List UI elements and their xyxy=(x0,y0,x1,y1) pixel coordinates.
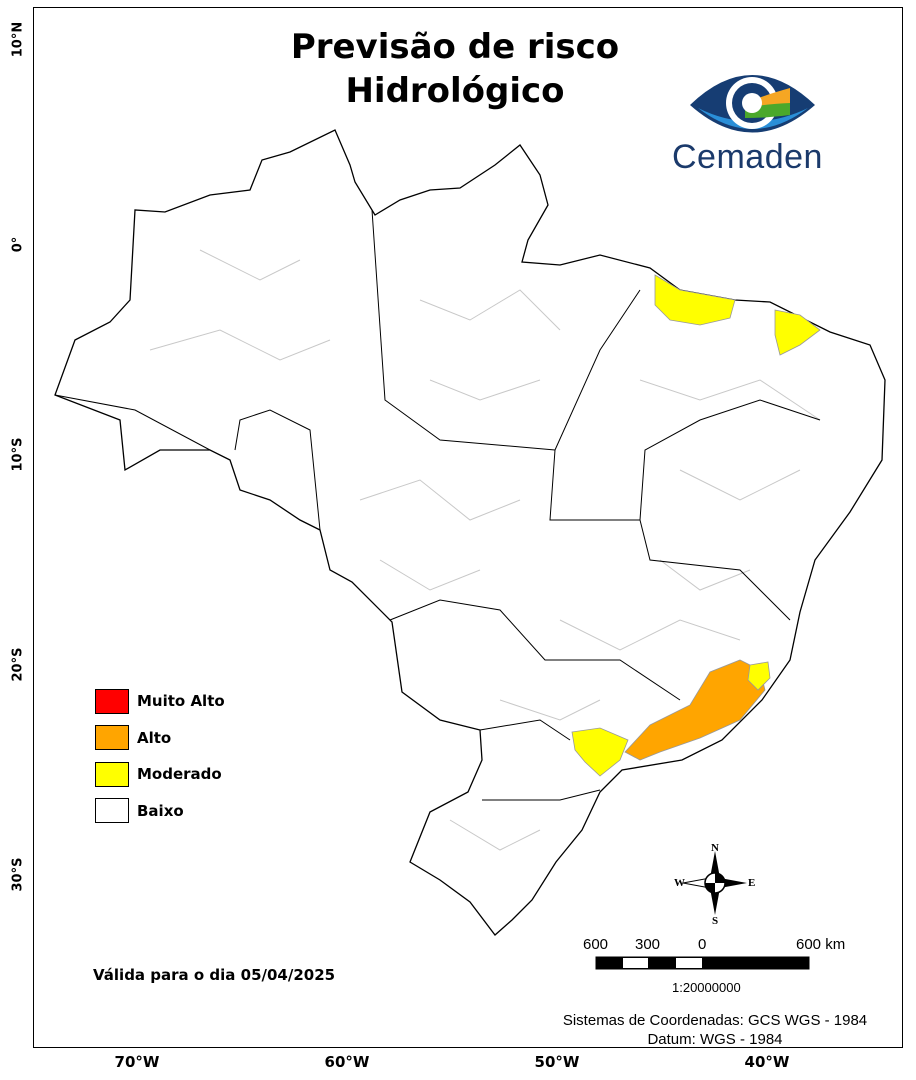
legend-label: Moderado xyxy=(137,765,222,784)
compass-s: S xyxy=(712,915,719,927)
validity-date: Válida para o dia 05/04/2025 xyxy=(93,966,336,984)
north-arrow-icon xyxy=(682,851,747,915)
lon-label: 50°W xyxy=(534,1053,580,1071)
legend-item-baixo: Baixo xyxy=(95,793,225,830)
region-moderado-ma xyxy=(654,274,736,326)
map-frame xyxy=(33,7,903,1048)
scale-label: 300 xyxy=(635,936,661,953)
lon-label: 60°W xyxy=(324,1053,370,1071)
region-moderado-es xyxy=(747,661,771,691)
legend-item-alto: Alto xyxy=(95,720,225,757)
legend: Muito Alto Alto Moderado Baixo xyxy=(95,683,225,829)
compass-e: E xyxy=(748,877,756,889)
scale-bar xyxy=(595,956,810,970)
scale-label: 600 xyxy=(583,936,609,953)
legend-label: Baixo xyxy=(137,801,184,820)
legend-item-muito-alto: Muito Alto xyxy=(95,683,225,720)
lon-label: 40°W xyxy=(744,1053,790,1071)
lat-label: 30°S xyxy=(10,857,26,892)
logo-text: Cemaden xyxy=(672,138,823,176)
legend-swatch xyxy=(95,798,129,824)
scale-ratio: 1:20000000 xyxy=(672,980,741,995)
lat-label: 10°N xyxy=(10,21,26,58)
lon-label: 70°W xyxy=(114,1053,160,1071)
legend-item-moderado: Moderado xyxy=(95,756,225,793)
map-title: Previsão de risco Hidrológico xyxy=(250,25,660,113)
scale-label: 0 xyxy=(698,936,707,953)
title-line-1: Previsão de risco xyxy=(290,27,620,67)
coordinate-system: Sistemas de Coordenadas: GCS WGS - 1984 … xyxy=(530,1011,900,1049)
title-line-2: Hidrológico xyxy=(345,71,565,111)
compass-w: W xyxy=(674,877,685,889)
compass-n: N xyxy=(711,842,719,854)
lat-label: 20°S xyxy=(10,647,26,682)
legend-label: Alto xyxy=(137,728,172,747)
crs-line-1: Sistemas de Coordenadas: GCS WGS - 1984 xyxy=(562,1012,868,1029)
scale-label: 600 km xyxy=(796,936,846,953)
cemaden-logo-icon xyxy=(690,75,815,133)
legend-swatch xyxy=(95,725,129,751)
lat-label: 10°S xyxy=(10,437,26,472)
region-moderado-ce xyxy=(774,309,821,356)
crs-line-2: Datum: WGS - 1984 xyxy=(647,1031,783,1048)
region-moderado-sp xyxy=(571,727,629,777)
lat-label: 0° xyxy=(10,236,26,253)
legend-swatch xyxy=(95,688,129,714)
legend-label: Muito Alto xyxy=(137,692,225,711)
municipal-lines xyxy=(149,249,821,851)
legend-swatch xyxy=(95,761,129,787)
state-lines xyxy=(54,209,821,801)
